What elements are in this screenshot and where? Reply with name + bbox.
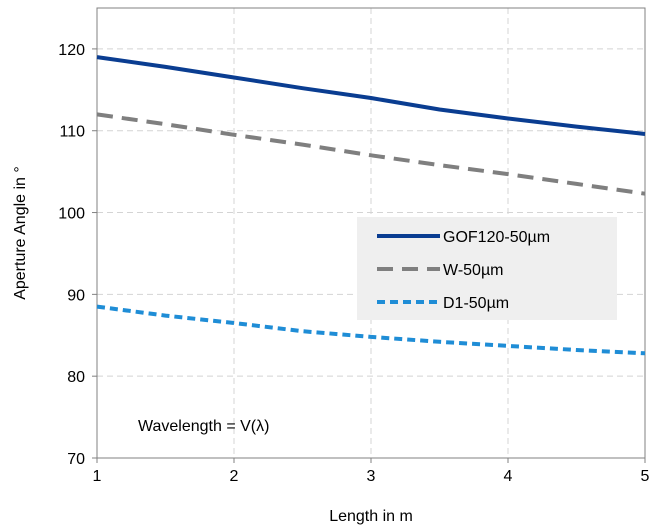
series-line-2 — [96, 112, 646, 196]
x-tick-label: 1 — [93, 468, 102, 485]
series-line-1 — [96, 55, 646, 136]
y-tick-label: 80 — [67, 369, 85, 386]
ticks: 1 2 3 4 5 70 80 90 100 110 120 — [58, 42, 649, 485]
series-lines — [96, 55, 646, 356]
series-line-3 — [96, 304, 646, 356]
y-tick-label: 110 — [59, 124, 85, 141]
legend-label-2: W-50µm — [443, 262, 503, 279]
legend-label-1: GOF120-50µm — [443, 229, 550, 246]
y-tick-label: 90 — [67, 287, 85, 304]
y-tick-label: 70 — [67, 451, 85, 468]
y-tick-label: 100 — [58, 206, 85, 223]
x-tick-label: 2 — [230, 468, 239, 485]
legend: GOF120-50µm W-50µm D1-50µm — [357, 217, 617, 320]
x-axis-label: Length in m — [329, 508, 413, 525]
wavelength-annotation: Wavelength = V(λ) — [138, 418, 269, 435]
x-tick-label: 4 — [504, 468, 513, 485]
x-tick-label: 3 — [367, 468, 376, 485]
y-axis-label: Aperture Angle in ° — [12, 166, 29, 300]
y-tick-label: 120 — [58, 42, 85, 59]
legend-label-3: D1-50µm — [443, 295, 509, 312]
x-tick-label: 5 — [641, 468, 650, 485]
